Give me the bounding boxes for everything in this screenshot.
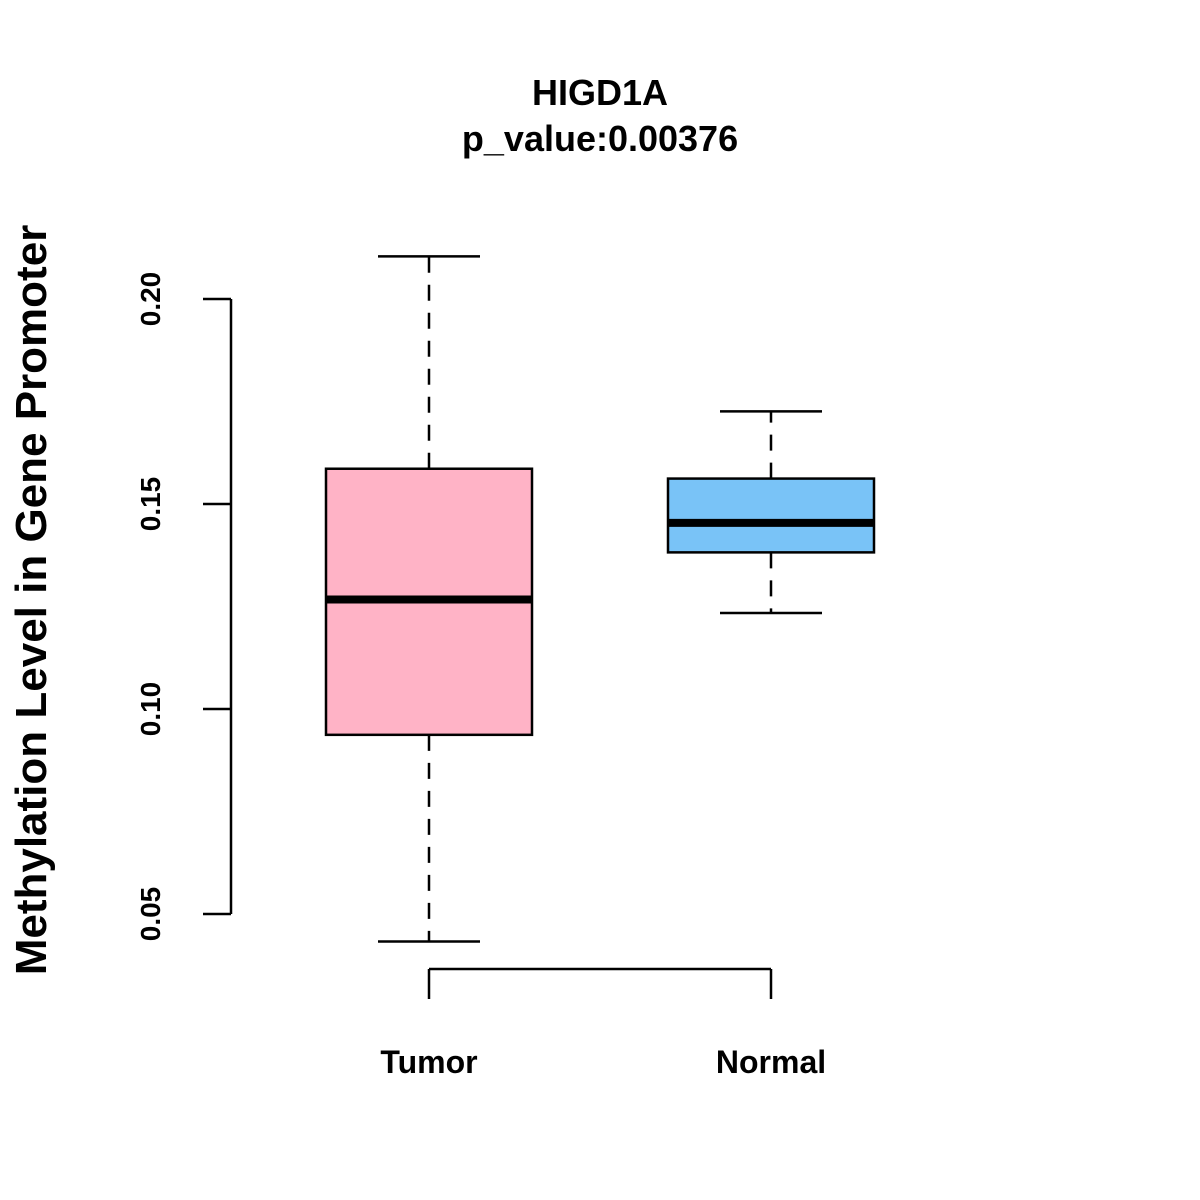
y-tick-label: 0.20 [135,272,166,327]
box-normal [666,410,876,615]
x-tick-label-normal: Normal [716,1044,826,1080]
y-axis-title: Methylation Level in Gene Promoter [7,225,56,976]
y-tick-label: 0.05 [135,887,166,942]
x-axis: Tumor Normal [380,967,826,1080]
box-tumor [324,255,534,943]
boxes-layer [324,255,876,943]
y-axis: 0.05 0.10 0.15 0.20 [135,272,233,942]
x-tick-label-tumor: Tumor [380,1044,477,1080]
chart-subtitle: p_value:0.00376 [462,118,738,159]
y-tick-label: 0.10 [135,682,166,737]
iqr-box [666,477,876,554]
chart-title: HIGD1A [532,72,668,113]
y-tick-label: 0.15 [135,477,166,532]
